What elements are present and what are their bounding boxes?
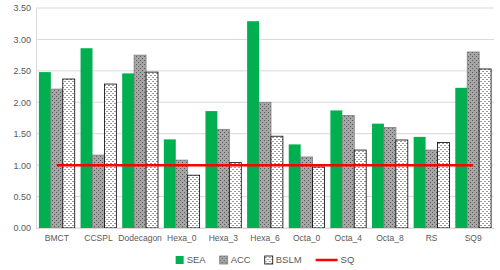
x-tick-label: Dodecagon [118,233,162,243]
y-tick-label: 2.50 [13,66,31,76]
bar [426,150,438,228]
grid-line [36,8,494,9]
y-tick: 2.00 [13,98,36,108]
y-tick-label: 0.50 [13,192,31,202]
bar [372,124,384,228]
bar [247,21,259,228]
x-tick-label: Octa_4 [335,233,363,243]
bar-series [39,21,467,228]
x-tick: Hexa_3 [209,228,239,243]
bar [479,69,491,228]
y-axis-line [36,9,37,229]
grid-line [36,165,494,166]
bar [81,48,93,228]
bar [188,175,200,228]
bar [205,111,217,228]
plot: 0.00 0.50 1.00 1.50 2.00 2.50 3.00 3.50 BMCT CCSP… [13,3,494,243]
line [57,164,473,167]
legend-item: BSLM [265,254,302,265]
y-tick: 3.50 [13,3,36,13]
bar [164,139,176,228]
bar [217,129,229,228]
chart: 0.00 0.50 1.00 1.50 2.00 2.50 3.00 3.50 BMCT CCSP… [0,0,500,270]
bar [301,157,313,228]
bar [271,136,283,228]
legend-label: ACC [231,254,251,265]
bar [146,72,158,228]
legend-label: SQ [341,254,355,265]
legend-item: ACC [220,254,251,265]
x-tick: Octa_4 [335,228,363,243]
legend-label: SEA [187,254,207,265]
y-tick: 3.00 [13,35,36,45]
x-tick-label: Hexa_0 [167,233,197,243]
bar [51,89,63,228]
y-tick: 0.50 [13,192,36,202]
bar [229,163,241,228]
y-tick-label: 1.00 [13,161,31,171]
grid-line [36,70,494,71]
y-axis: 0.00 0.50 1.00 1.50 2.00 2.50 3.00 3.50 [13,3,36,233]
legend-symbol [265,256,273,264]
bar [384,127,396,228]
marks [39,21,491,228]
y-tick: 2.50 [13,66,36,76]
bar [354,150,366,228]
grid [36,8,494,228]
legend-item: SEA [176,254,207,265]
x-tick: CCSPL [84,228,113,243]
y-tick-label: 3.50 [13,3,31,13]
legend-symbol [220,256,228,264]
x-tick: RS [426,228,438,243]
x-tick: SQ9 [465,228,482,243]
bar [176,160,188,228]
x-tick: Octa_8 [376,228,404,243]
x-tick-label: Octa_0 [293,233,321,243]
legend-label: BSLM [276,254,302,265]
x-tick-label: Octa_8 [376,233,404,243]
y-tick: 0.00 [13,223,36,233]
x-tick: BMCT [45,228,69,243]
bar [289,144,301,228]
legend-symbol [316,259,338,262]
x-tick: Hexa_6 [250,228,280,243]
bar [414,137,426,228]
bar [396,140,408,228]
bar-series [51,52,479,228]
bar [330,110,342,228]
bar [455,88,467,228]
x-axis-line [37,228,495,229]
y-tick-label: 3.00 [13,35,31,45]
grid-line [36,39,494,40]
y-tick-label: 0.00 [13,223,31,233]
bar [39,72,51,228]
bar-series [63,69,491,228]
x-tick-label: Hexa_3 [209,233,239,243]
bar [104,84,116,228]
legend-item: SQ [316,254,355,265]
x-tick-label: BMCT [45,233,69,243]
y-tick: 1.50 [13,129,36,139]
bar [342,115,354,228]
bar [438,143,450,228]
x-tick: Dodecagon [118,228,162,243]
x-tick: Octa_0 [293,228,321,243]
legend: SEA ACC BSLM SQ [176,254,355,265]
x-tick-label: Hexa_6 [250,233,280,243]
y-tick-label: 1.50 [13,129,31,139]
bar [63,79,75,228]
bar [467,52,479,228]
x-tick-label: SQ9 [465,233,482,243]
y-tick-label: 2.00 [13,98,31,108]
x-tick: Hexa_0 [167,228,197,243]
bar [122,73,134,228]
x-axis: BMCT CCSPL Dodecagon Hexa_0 Hexa_3 Hexa_6 Octa… [37,228,495,243]
bar [134,55,146,228]
x-tick-label: CCSPL [84,233,113,243]
legend-symbol [176,256,184,264]
x-tick-label: RS [426,233,438,243]
bar [313,167,325,228]
y-tick: 1.00 [13,161,36,171]
